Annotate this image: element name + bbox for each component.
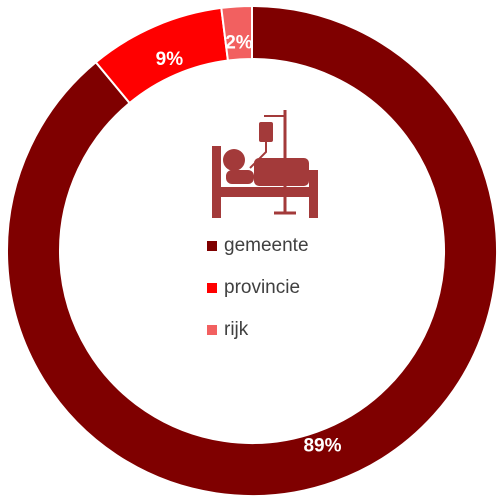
value-label: 89% [303,436,341,457]
donut-slice [220,4,253,62]
legend-label: provincie [224,277,300,298]
legend-swatch [207,283,217,293]
value-label: 9% [156,49,184,70]
donut-slice [6,4,498,496]
legend-swatch [207,241,217,251]
legend-label: gemeente [224,235,309,256]
hospital-bed-icon [212,110,318,218]
legend-swatch [207,325,217,335]
value-label: 2% [225,32,253,53]
legend-label: rijk [224,319,249,340]
